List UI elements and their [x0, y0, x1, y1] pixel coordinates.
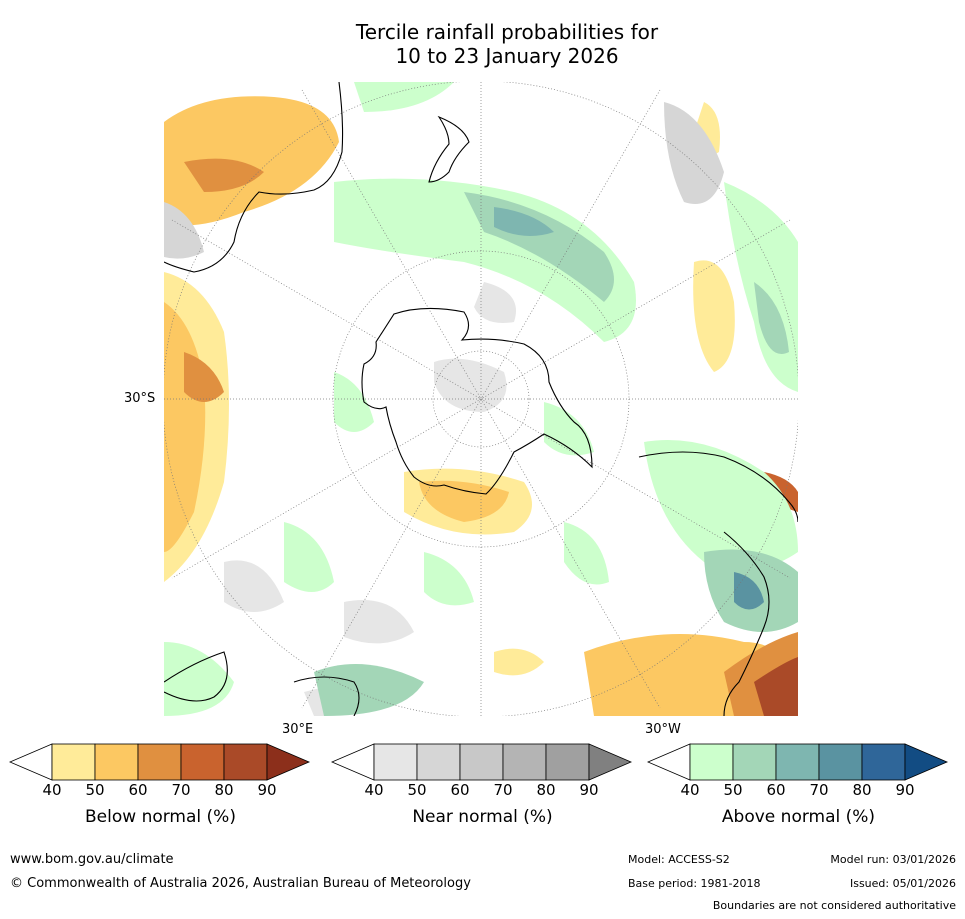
- issued-date: Issued: 05/01/2026: [849, 877, 956, 890]
- lon-label-30w: 30°W: [645, 722, 681, 737]
- near-swatch-5: [545, 743, 590, 781]
- colorbar-above: [646, 743, 949, 781]
- above-swatch-2: [732, 743, 777, 781]
- above-swatch-1: [689, 743, 734, 781]
- above-swatch-3: [775, 743, 820, 781]
- above-swatch-5: [861, 743, 906, 781]
- below-swatch-2: [94, 743, 139, 781]
- above-swatch-4: [818, 743, 863, 781]
- copyright: © Commonwealth of Australia 2026, Austra…: [10, 876, 471, 891]
- above-tick-40: 40: [680, 781, 700, 799]
- above-tick-50: 50: [723, 781, 743, 799]
- above-swatch-high: [904, 743, 949, 781]
- near-swatch-low: [330, 743, 375, 781]
- near-swatch-4: [502, 743, 547, 781]
- below-swatch-1: [51, 743, 96, 781]
- above-normal-regions: [164, 82, 798, 716]
- above-tick-90: 90: [895, 781, 915, 799]
- below-tick-40: 40: [42, 781, 62, 799]
- below-tick-60: 60: [128, 781, 148, 799]
- title-line-2: 10 to 23 January 2026: [395, 44, 619, 68]
- above-tick-80: 80: [852, 781, 872, 799]
- website-url: www.bom.gov.au/climate: [10, 852, 174, 867]
- near-swatch-high: [588, 743, 633, 781]
- base-period: Base period: 1981-2018: [628, 877, 761, 890]
- below-swatch-high: [266, 743, 311, 781]
- near-tick-80: 80: [536, 781, 556, 799]
- below-tick-50: 50: [85, 781, 105, 799]
- below-normal-regions: [164, 96, 798, 716]
- below-swatch-3: [137, 743, 182, 781]
- near-tick-60: 60: [450, 781, 470, 799]
- below-swatch-5: [223, 743, 268, 781]
- above-swatch-low: [646, 743, 691, 781]
- below-swatch-4: [180, 743, 225, 781]
- colorbar-below: [8, 743, 311, 781]
- below-tick-70: 70: [171, 781, 191, 799]
- below-tick-90: 90: [257, 781, 277, 799]
- colorbar-near-title: Near normal (%): [412, 807, 553, 827]
- map-title: Tercile rainfall probabilities for 10 to…: [0, 20, 965, 68]
- colorbar-below-title: Below normal (%): [85, 807, 236, 827]
- title-line-1: Tercile rainfall probabilities for: [355, 20, 659, 44]
- near-tick-40: 40: [364, 781, 384, 799]
- below-swatch-low: [8, 743, 53, 781]
- graticule: [164, 82, 798, 716]
- lat-label-30s: 30°S: [124, 391, 156, 406]
- model-name: Model: ACCESS-S2: [628, 853, 730, 866]
- above-tick-60: 60: [766, 781, 786, 799]
- colorbar-near: [330, 743, 633, 781]
- near-tick-90: 90: [579, 781, 599, 799]
- coastlines: [164, 82, 798, 716]
- near-tick-70: 70: [493, 781, 513, 799]
- near-tick-50: 50: [407, 781, 427, 799]
- near-swatch-3: [459, 743, 504, 781]
- above-tick-70: 70: [809, 781, 829, 799]
- model-run: Model run: 03/01/2026: [830, 853, 956, 866]
- near-swatch-2: [416, 743, 461, 781]
- colorbar-above-title: Above normal (%): [721, 807, 876, 827]
- disclaimer: Boundaries are not considered authoritat…: [712, 899, 956, 912]
- polar-map: [164, 82, 798, 716]
- below-tick-80: 80: [214, 781, 234, 799]
- near-swatch-1: [373, 743, 418, 781]
- lon-label-30e: 30°E: [282, 722, 314, 737]
